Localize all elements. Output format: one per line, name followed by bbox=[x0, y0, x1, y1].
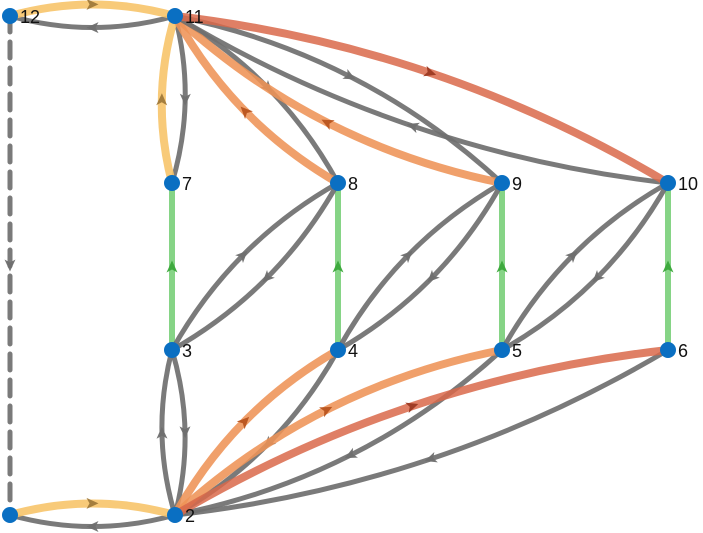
node-5 bbox=[494, 342, 510, 358]
node-8 bbox=[330, 175, 346, 191]
edge-11-to-7-arrow-icon bbox=[179, 93, 191, 106]
node-11 bbox=[167, 8, 183, 24]
node-12 bbox=[2, 8, 18, 24]
edge-4-to-8-arrow-icon bbox=[332, 260, 344, 273]
edge-3-to-8 bbox=[169, 180, 341, 353]
edge-8-to-3 bbox=[169, 180, 341, 353]
edge-9-to-4-arrow-icon bbox=[427, 269, 440, 283]
edge-10-to-5 bbox=[499, 180, 671, 353]
node-5-label: 5 bbox=[512, 341, 522, 361]
edge-3-to-8-arrow-icon bbox=[235, 250, 248, 264]
node-11-label: 11 bbox=[185, 7, 204, 27]
node-10-label: 10 bbox=[678, 174, 698, 194]
node-6-label: 6 bbox=[678, 341, 688, 361]
node-9-label: 9 bbox=[512, 174, 522, 194]
edge-2-to-4-arrow-icon bbox=[236, 416, 250, 430]
edge-4-to-9-arrow-icon bbox=[400, 250, 413, 264]
edge-9-to-11-arrow-icon bbox=[321, 119, 335, 131]
edge-7-to-11-arrow-icon bbox=[156, 93, 168, 106]
edge-12-to-11-arrow-icon bbox=[86, 0, 99, 10]
nodes-layer bbox=[2, 8, 676, 523]
node-7 bbox=[164, 175, 180, 191]
edge-10-to-11-arrow-icon bbox=[406, 122, 420, 134]
edge-11-to-9-arrow-icon bbox=[342, 68, 356, 80]
node-12-label: 12 bbox=[20, 7, 40, 27]
edge-5-to-9-arrow-icon bbox=[496, 260, 508, 273]
node-2-label: 2 bbox=[185, 506, 195, 526]
edge-8-to-3-arrow-icon bbox=[262, 269, 275, 283]
edge-9-to-4 bbox=[335, 180, 505, 353]
edge-1-to-2-arrow-icon bbox=[86, 497, 99, 509]
node-2 bbox=[167, 507, 183, 523]
edge-2-to-5-arrow-icon bbox=[319, 406, 333, 418]
node-4 bbox=[330, 342, 346, 358]
node-4-label: 4 bbox=[348, 341, 358, 361]
edge-3-to-7-arrow-icon bbox=[166, 260, 178, 273]
edge-2-to-6-arrow-icon bbox=[405, 402, 419, 414]
edge-2-to-1-arrow-icon bbox=[86, 521, 99, 532]
edge-3-to-2-arrow-icon bbox=[179, 426, 191, 439]
node-3-label: 3 bbox=[182, 341, 192, 361]
edge-5-to-2-arrow-icon bbox=[344, 447, 358, 459]
edge-6-to-2-arrow-icon bbox=[424, 451, 438, 463]
node-7-label: 7 bbox=[182, 174, 192, 194]
edge-5-to-10-arrow-icon bbox=[565, 250, 578, 264]
edge-10-to-5-arrow-icon bbox=[592, 269, 605, 283]
edge-5-to-10 bbox=[499, 180, 671, 353]
node-6 bbox=[660, 342, 676, 358]
edge-6-to-10-arrow-icon bbox=[662, 260, 674, 273]
node-3 bbox=[164, 342, 180, 358]
labels-layer: 2 3 4 5 6 7 8 9 10 11 12 bbox=[20, 7, 698, 526]
edge-11-to-12-arrow-icon bbox=[86, 22, 99, 34]
edge-2-to-3-arrow-icon bbox=[156, 426, 168, 439]
edges-layer bbox=[4, 0, 674, 532]
edge-11-to-10-arrow-icon bbox=[423, 65, 437, 77]
edge-8-to-11-arrow-icon bbox=[240, 106, 253, 120]
node-10 bbox=[660, 175, 676, 191]
node-9 bbox=[494, 175, 510, 191]
node-1 bbox=[2, 507, 18, 523]
edge-12-to-1-arrow-icon bbox=[4, 259, 16, 272]
node-8-label: 8 bbox=[348, 174, 358, 194]
edge-4-to-9 bbox=[335, 180, 505, 353]
